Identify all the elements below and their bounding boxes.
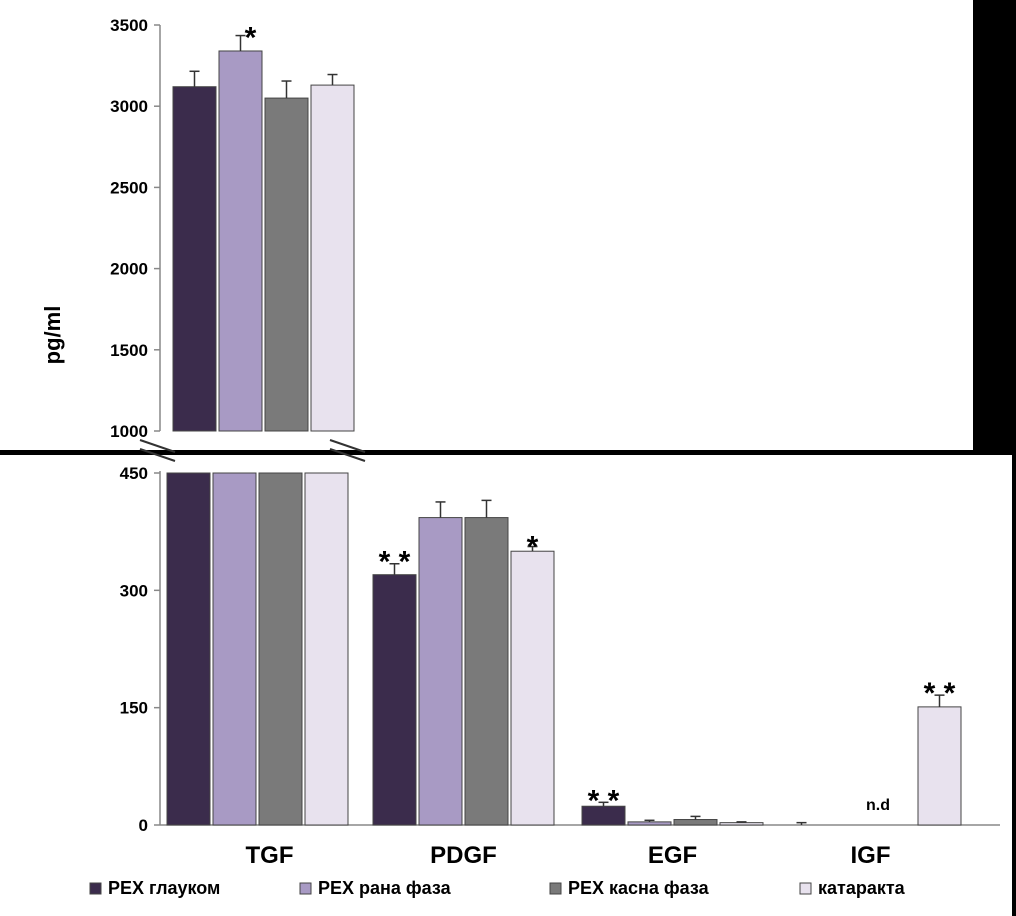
axis-break-mark (329, 448, 366, 462)
y-axis-label: pg/ml (40, 306, 65, 365)
not-detected-label: n.d (866, 797, 890, 814)
bar-pdgf-2 (418, 517, 463, 826)
bar-tgf-2-lower (212, 472, 257, 826)
legend-label-2: PEX рана фаза (318, 878, 452, 898)
legend-swatch-2 (299, 882, 312, 895)
y-tick-label: 450 (120, 464, 148, 483)
bar-pdgf-4 (510, 550, 555, 826)
category-label-pdgf: PDGF (430, 842, 497, 869)
y-tick-label: 150 (120, 699, 148, 718)
upper-panel: 1000 1500 2000 2500 3000 3500 * (110, 16, 366, 453)
legend-label-1: PEX глауком (108, 878, 220, 898)
legend-swatch-3 (549, 882, 562, 895)
significance-marker: * (245, 22, 257, 55)
category-label-egf: EGF (648, 842, 697, 869)
bar-tgf-4-upper (310, 84, 355, 432)
significance-marker: * * (588, 784, 620, 817)
bar-pdgf-1 (372, 574, 417, 826)
axis-break-mark (329, 439, 366, 453)
bar-pdgf-3 (464, 517, 509, 826)
axis-break-mark (139, 448, 176, 462)
bar-egf-3 (673, 819, 718, 826)
upper-panel-background (0, 0, 973, 450)
bar-egf-4 (719, 822, 764, 826)
bar-tgf-4-lower (304, 472, 349, 826)
y-tick-label: 1000 (110, 422, 148, 441)
bar-egf-2 (627, 821, 672, 826)
legend-swatch-4 (799, 882, 812, 895)
y-tick-label: 2000 (110, 260, 148, 279)
y-tick-label: 1500 (110, 341, 148, 360)
category-label-tgf: TGF (246, 842, 294, 869)
legend: PEX глауком PEX рана фаза PEX касна фаза ка… (89, 878, 906, 898)
significance-marker: * * (924, 677, 956, 710)
bar-tgf-1-lower (166, 472, 211, 826)
y-tick-label: 3000 (110, 97, 148, 116)
bar-tgf-1-upper (172, 86, 217, 432)
significance-marker: * (527, 531, 539, 564)
legend-label-3: PEX касна фаза (568, 878, 710, 898)
axis-break-mark (139, 439, 176, 453)
legend-label-4: катаракта (818, 878, 906, 898)
category-label-igf: IGF (851, 842, 891, 869)
y-tick-label: 2500 (110, 178, 148, 197)
significance-marker: * * (379, 546, 411, 579)
bar-igf-4 (917, 706, 962, 826)
y-tick-label: 0 (139, 816, 148, 835)
bar-tgf-2-upper (218, 50, 263, 432)
legend-swatch-1 (89, 882, 102, 895)
bar-tgf-3-lower (258, 472, 303, 826)
y-tick-label: 3500 (110, 16, 148, 35)
bar-tgf-3-upper (264, 97, 309, 432)
lower-panel: 0 150 300 450 TGF PDGF EGF IGF * * * * * n.d * * (120, 448, 1000, 869)
y-tick-label: 300 (120, 581, 148, 600)
